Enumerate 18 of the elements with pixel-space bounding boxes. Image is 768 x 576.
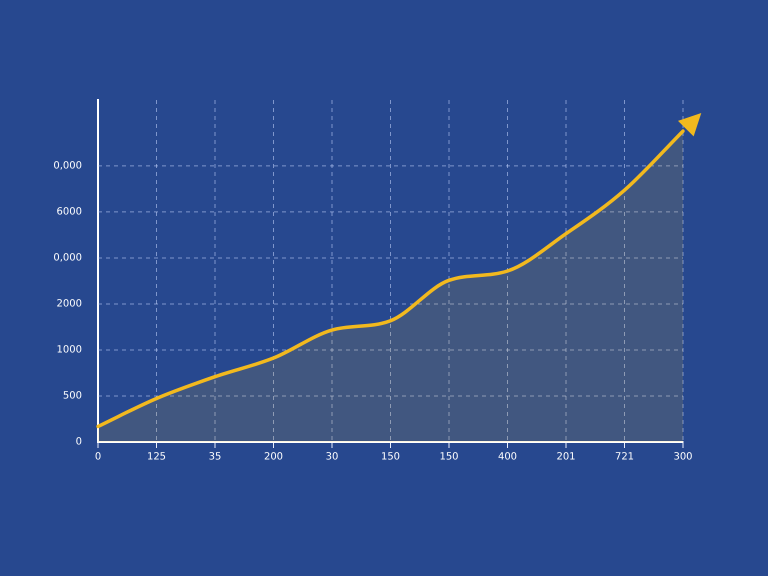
- x-tick-label: 150: [380, 452, 400, 463]
- text: 500: [62, 390, 82, 402]
- x-tick-label: 200: [264, 452, 284, 463]
- text: 6000: [56, 206, 82, 218]
- x-tick-label: 150: [439, 452, 459, 463]
- text: 2000: [56, 298, 82, 310]
- text: 0: [76, 436, 82, 448]
- text: 1000: [56, 344, 82, 356]
- text: 0,000: [53, 160, 82, 172]
- x-tick-label: 300: [673, 452, 693, 463]
- x-tick-label: 0: [94, 452, 102, 463]
- x-tick-label: 201: [556, 452, 576, 463]
- text: 0,000: [53, 252, 82, 264]
- x-tick-label: 400: [498, 452, 518, 463]
- x-tick-label: 35: [208, 452, 222, 463]
- x-tick-label: 721: [614, 452, 634, 463]
- x-tick-label: 125: [146, 452, 166, 463]
- x-tick-label: 30: [326, 452, 338, 463]
